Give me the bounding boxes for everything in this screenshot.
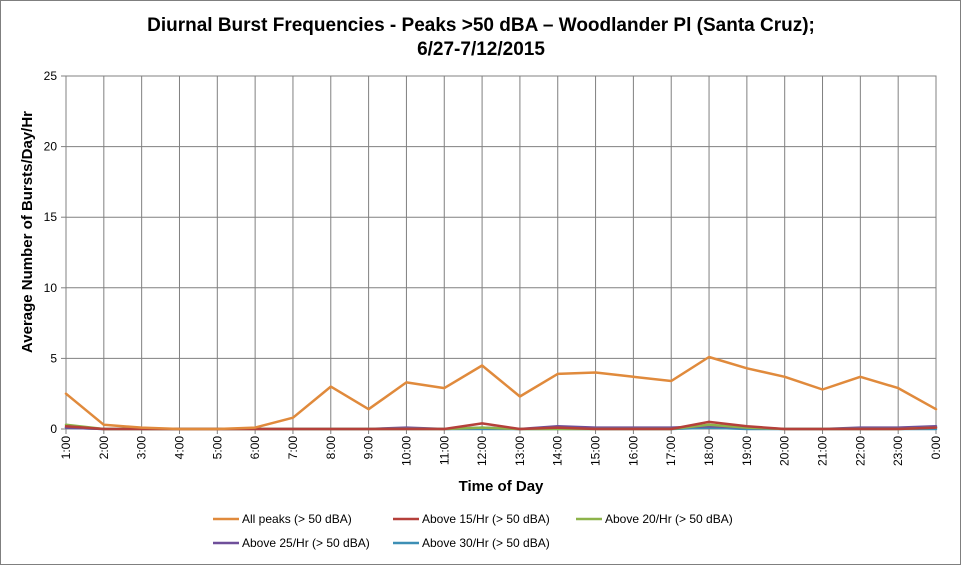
- x-tick-label: 23:00: [891, 436, 905, 466]
- horizontal-gridlines: [66, 146, 936, 359]
- x-tick-label: 15:00: [589, 436, 603, 466]
- legend-label: Above 30/Hr (> 50 dBA): [422, 536, 550, 550]
- x-tick-label: 12:00: [475, 436, 489, 466]
- plot-area-border: [65, 75, 937, 430]
- y-tick-label: 0: [50, 422, 57, 436]
- legend-label: Above 15/Hr (> 50 dBA): [422, 512, 550, 526]
- legend-label: Above 25/Hr (> 50 dBA): [242, 536, 370, 550]
- series-line: [64, 355, 938, 431]
- x-tick-label: 1:00: [59, 436, 73, 460]
- x-tick-label: 2:00: [97, 436, 111, 460]
- y-tick-label: 15: [44, 210, 58, 224]
- chart-title-line1: Diurnal Burst Frequencies - Peaks >50 dB…: [147, 15, 815, 36]
- x-tick-label: 0:00: [929, 436, 943, 460]
- x-tick-label: 5:00: [210, 436, 224, 460]
- legend-label: All peaks (> 50 dBA): [242, 512, 352, 526]
- x-tick-label: 22:00: [853, 436, 867, 466]
- x-tick-label: 18:00: [702, 436, 716, 466]
- series-lines: [64, 355, 938, 431]
- x-tick-label: 10:00: [399, 436, 413, 466]
- vertical-gridlines: [103, 76, 899, 429]
- x-tick-label: 20:00: [778, 436, 792, 466]
- x-tick-label: 7:00: [286, 436, 300, 460]
- x-tick-label: 8:00: [324, 436, 338, 460]
- x-tick-label: 16:00: [626, 436, 640, 466]
- x-tick-label: 19:00: [740, 436, 754, 466]
- x-tick-label: 9:00: [362, 436, 376, 460]
- y-tick-label: 20: [44, 140, 58, 154]
- x-tick-label: 11:00: [437, 436, 451, 465]
- x-tick-label: 17:00: [664, 436, 678, 466]
- chart-title-line2: 6/27-7/12/2015: [417, 39, 545, 60]
- x-tick-label: 6:00: [248, 436, 262, 460]
- x-tick-label: 3:00: [135, 436, 149, 460]
- x-axis-ticks: 1:00 2:00 3:00 4:00 5:00 6:00 7:00 8:00 9:00 10:0…: [59, 429, 943, 466]
- x-tick-label: 13:00: [513, 436, 527, 466]
- chart-legend: All peaks (> 50 dBA) Above 15/Hr (> 50 dB…: [213, 512, 733, 550]
- x-tick-label: 21:00: [816, 436, 830, 466]
- y-tick-label: 25: [44, 69, 58, 83]
- y-tick-label: 5: [50, 351, 57, 365]
- legend-label: Above 20/Hr (> 50 dBA): [605, 512, 733, 526]
- x-tick-label: 14:00: [551, 436, 565, 466]
- y-tick-label: 10: [44, 281, 58, 295]
- x-tick-label: 4:00: [172, 436, 186, 460]
- x-axis-title: Time of Day: [459, 478, 544, 495]
- y-axis-title: Average Number of Bursts/Day/Hr: [19, 111, 36, 353]
- y-axis-ticks: 0 5 10 15 20 25: [44, 69, 66, 436]
